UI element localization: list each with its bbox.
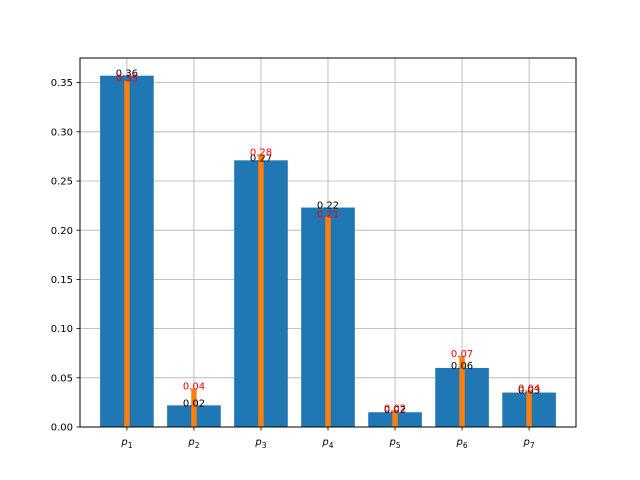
y-tick-label: 0.25 <box>51 177 73 188</box>
x-tick-label: p1 <box>120 437 132 450</box>
x-tick-label-sub: 1 <box>128 441 133 450</box>
x-tick-label-base: p <box>120 437 127 448</box>
value-label-series-1: 0.36 <box>116 69 138 80</box>
x-tick-label-base: p <box>455 437 462 448</box>
x-tick-label: p6 <box>455 437 467 450</box>
x-tick-label-base: p <box>523 437 530 448</box>
x-tick-label-base: p <box>254 437 261 448</box>
y-tick-label: 0.35 <box>51 78 73 89</box>
x-tick-label-base: p <box>321 437 328 448</box>
value-label-series-2: 0.07 <box>451 349 473 360</box>
value-label-series-2: 0.28 <box>250 147 272 158</box>
x-tick-label-sub: 4 <box>329 441 334 450</box>
x-tick-label: p2 <box>187 437 199 450</box>
x-tick-label-base: p <box>388 437 395 448</box>
x-tick-label-base: p <box>187 437 194 448</box>
x-tick-label-sub: 3 <box>262 441 267 450</box>
bar-series-2 <box>392 410 398 427</box>
value-label-series-1: 0.03 <box>518 386 540 397</box>
x-tick-label: p4 <box>321 437 333 450</box>
bars <box>100 75 556 427</box>
value-label-series-2: 0.35 <box>116 74 138 85</box>
bar-series-2 <box>459 356 465 427</box>
x-tick-label-sub: 7 <box>530 441 535 450</box>
y-tick-label: 0.15 <box>51 275 73 286</box>
value-label-series-1: 0.02 <box>384 405 406 416</box>
value-label-series-1: 0.27 <box>250 153 272 164</box>
value-label-series-2: 0.02 <box>384 403 406 414</box>
x-tick-label: p7 <box>523 437 535 450</box>
y-tick-label: 0.30 <box>51 127 73 138</box>
value-label-series-1: 0.22 <box>317 201 339 212</box>
value-labels: 0.36 0.02 0.27 0.22 0.02 0.06 0.03 0.35 0.04 0.28… <box>116 69 540 417</box>
value-label-series-2: 0.04 <box>518 384 540 395</box>
bar-series-2 <box>325 216 331 427</box>
bar-series-2 <box>526 390 532 427</box>
y-tick-label: 0.05 <box>51 373 73 384</box>
x-tick-label-sub: 2 <box>195 441 200 450</box>
x-tick-label: p5 <box>388 437 400 450</box>
x-tick-label-sub: 6 <box>463 441 468 450</box>
x-tick-label-sub: 5 <box>396 441 401 450</box>
bar-series-2 <box>124 80 130 427</box>
bar-series-2 <box>191 388 197 427</box>
bar-series-2 <box>258 154 264 427</box>
y-tick-label: 0.10 <box>51 324 73 335</box>
value-label-series-1: 0.06 <box>451 361 473 372</box>
value-label-series-1: 0.02 <box>183 398 205 409</box>
y-tick-label: 0.20 <box>51 226 73 237</box>
value-label-series-2: 0.21 <box>317 209 339 220</box>
value-label-series-2: 0.04 <box>183 382 205 393</box>
y-tick-label: 0.00 <box>51 423 73 434</box>
x-tick-label: p3 <box>254 437 266 450</box>
